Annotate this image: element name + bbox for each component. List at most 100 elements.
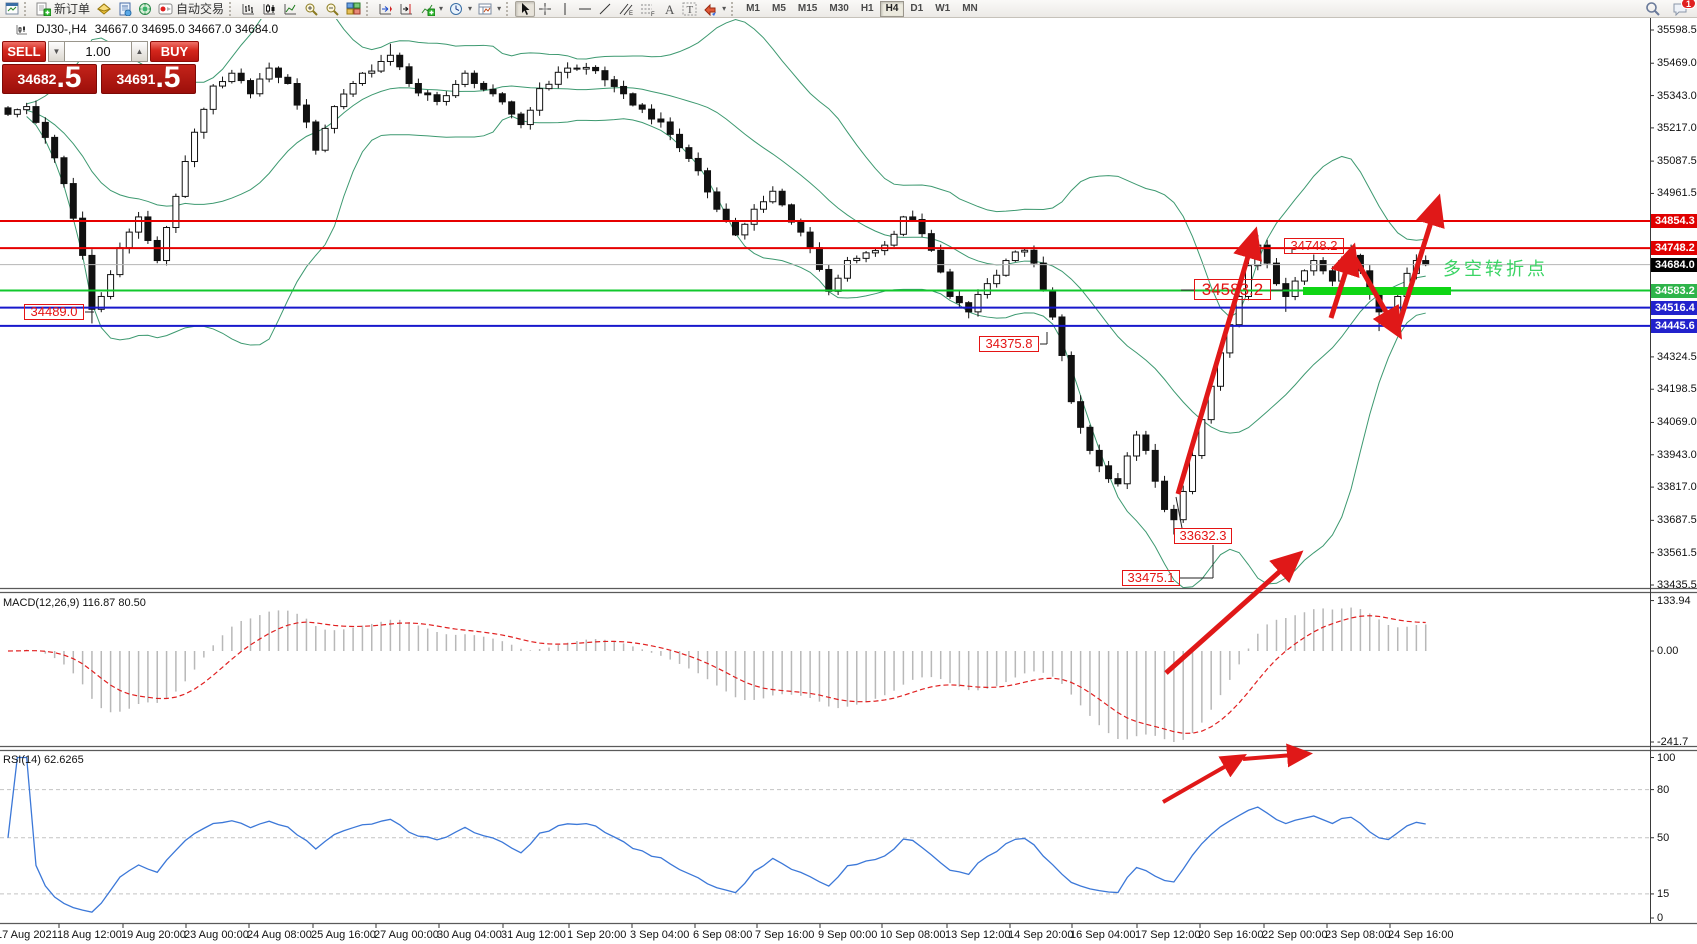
- navigator-icon[interactable]: [135, 1, 155, 17]
- buy-price-display[interactable]: 34691 .5: [101, 63, 196, 94]
- fibonacci-tool[interactable]: F: [637, 1, 659, 17]
- volume-decrease-button[interactable]: ▼: [48, 41, 65, 62]
- macd-axis-tick: 0.00: [1657, 645, 1679, 657]
- notification-badge: 1: [1680, 0, 1696, 9]
- bars-chart-icon[interactable]: [238, 1, 259, 17]
- cursor-tool[interactable]: [515, 0, 536, 17]
- equidistant-channel-tool[interactable]: E: [615, 1, 637, 17]
- toolbar-grip: [731, 1, 738, 16]
- price-callout-label[interactable]: 34489.0: [24, 304, 84, 320]
- sell-button[interactable]: SELL: [2, 41, 46, 62]
- zoom-out-icon[interactable]: [322, 1, 343, 17]
- profiles-icon[interactable]: [115, 1, 135, 17]
- trend-arrow: [1164, 550, 1304, 675]
- text-tool[interactable]: A: [659, 1, 679, 17]
- price-callout-label[interactable]: 33475.1: [1122, 570, 1180, 586]
- one-click-trade-panel: SELL ▼ ▲ BUY 34682 .5 34691 .5: [2, 41, 200, 94]
- label-tool[interactable]: T: [679, 1, 700, 17]
- time-axis-label: 27 Aug 00:00: [374, 929, 439, 941]
- new-order-button[interactable]: 新订单: [33, 1, 93, 17]
- price-tick: 35217.0: [1657, 121, 1697, 134]
- time-axis-label: 20 Sep 16:00: [1198, 929, 1264, 941]
- indicators-icon[interactable]: ▾: [417, 1, 446, 17]
- macd-label: MACD(12,26,9) 116.87 80.50: [3, 597, 146, 609]
- rsi-axis-tick: 50: [1657, 831, 1670, 844]
- timeframe-button-mn[interactable]: MN: [962, 3, 978, 14]
- rsi-axis-tick: 0: [1657, 912, 1664, 924]
- vertical-line-tool[interactable]: [555, 1, 575, 17]
- time-axis-label: 13 Sep 12:00: [945, 929, 1011, 941]
- time-axis-label: 6 Sep 08:00: [693, 929, 753, 941]
- sell-price-int: 34682: [17, 71, 57, 87]
- timeframe-button-h1[interactable]: H1: [860, 3, 874, 14]
- time-axis-label: 24 Sep 16:00: [1388, 929, 1454, 941]
- sell-price-display[interactable]: 34682 .5: [2, 61, 97, 94]
- time-axis-label: 10 Sep 08:00: [880, 929, 946, 941]
- price-tick: 34961.5: [1657, 187, 1697, 200]
- svg-text:E: E: [629, 11, 633, 16]
- search-icon[interactable]: [1642, 1, 1663, 17]
- rsi-axis-tick: 100: [1657, 751, 1676, 764]
- crosshair-tool[interactable]: [535, 1, 555, 17]
- price-line-badge: 34854.3: [1651, 213, 1697, 228]
- price-callout-label[interactable]: 34375.8: [979, 336, 1039, 352]
- timeframe-button-m30[interactable]: M30: [829, 3, 849, 14]
- price-tick: 33687.5: [1657, 514, 1697, 527]
- time-axis-label: 3 Sep 04:00: [630, 929, 690, 941]
- line-chart-icon[interactable]: [280, 1, 301, 17]
- chart-shift-icon[interactable]: [396, 1, 417, 17]
- new-chart-icon[interactable]: [93, 1, 115, 17]
- svg-text:F: F: [651, 12, 655, 16]
- macd-axis-tick: 133.94: [1657, 594, 1691, 607]
- price-tick: 35343.0: [1657, 89, 1697, 102]
- autotrading-button[interactable]: 自动交易: [155, 1, 227, 17]
- timeframe-button-m5[interactable]: M5: [772, 3, 786, 14]
- timeframe-button-m1[interactable]: M1: [746, 3, 760, 14]
- trendline-tool[interactable]: [595, 1, 615, 17]
- timeframe-button-w1[interactable]: W1: [935, 3, 951, 14]
- dropdown-caret: ▾: [497, 4, 502, 13]
- periods-icon[interactable]: ▾: [446, 1, 475, 17]
- price-callout-label[interactable]: 34583.2: [1194, 279, 1271, 300]
- time-axis-label: 14 Sep 20:00: [1008, 929, 1074, 941]
- trend-arrow: [1394, 193, 1445, 332]
- buy-button[interactable]: BUY: [150, 41, 199, 62]
- dropdown-caret: ▾: [439, 4, 444, 13]
- time-axis-label: 23 Sep 08:00: [1325, 929, 1391, 941]
- timeframe-button-m15[interactable]: M15: [797, 3, 818, 14]
- trend-arrow: [1328, 242, 1360, 319]
- timeframe-button-d1[interactable]: D1: [910, 3, 924, 14]
- templates-icon[interactable]: ▾: [475, 1, 504, 17]
- tile-windows-icon[interactable]: [343, 1, 364, 17]
- zoom-in-icon[interactable]: [301, 1, 322, 17]
- price-line-badge: 34516.4: [1651, 300, 1697, 315]
- dropdown-caret: ▾: [468, 4, 473, 13]
- volume-input[interactable]: [65, 41, 131, 62]
- horizontal-line-tool[interactable]: [575, 1, 595, 17]
- time-axis-label: 19 Aug 20:00: [121, 929, 186, 941]
- rsi-label: RSI(14) 62.6265: [3, 754, 84, 766]
- shapes-tool[interactable]: ▾: [700, 1, 729, 17]
- autoscroll-icon[interactable]: [375, 1, 396, 17]
- toolbar-grip: [506, 1, 513, 16]
- price-tick: 33817.0: [1657, 481, 1697, 494]
- time-axis-label: 17 Aug 2021: [0, 929, 58, 941]
- candlestick-chart-icon[interactable]: [259, 1, 280, 17]
- chart-window-icon[interactable]: [2, 1, 22, 17]
- buy-price-int: 34691: [116, 71, 156, 87]
- volume-stepper: ▼ ▲: [48, 41, 148, 62]
- timeframe-button-h4[interactable]: H4: [879, 0, 905, 17]
- volume-increase-button[interactable]: ▲: [131, 41, 148, 62]
- time-axis-label: 22 Sep 00:00: [1262, 929, 1328, 941]
- price-callout-label[interactable]: 34748.2: [1284, 238, 1344, 254]
- price-callout-label[interactable]: 33632.3: [1174, 528, 1232, 544]
- price-line-badge: 34445.6: [1651, 318, 1697, 333]
- trend-arrow: [1352, 256, 1402, 340]
- sell-price-frac: .5: [56, 61, 82, 94]
- time-axis-label: 23 Aug 00:00: [184, 929, 249, 941]
- chart-title: DJ30-,H4 34667.0 34695.0 34667.0 34684.0: [16, 22, 278, 36]
- rsi-axis-tick: 80: [1657, 783, 1670, 796]
- notifications-icon[interactable]: 1: [1669, 0, 1696, 17]
